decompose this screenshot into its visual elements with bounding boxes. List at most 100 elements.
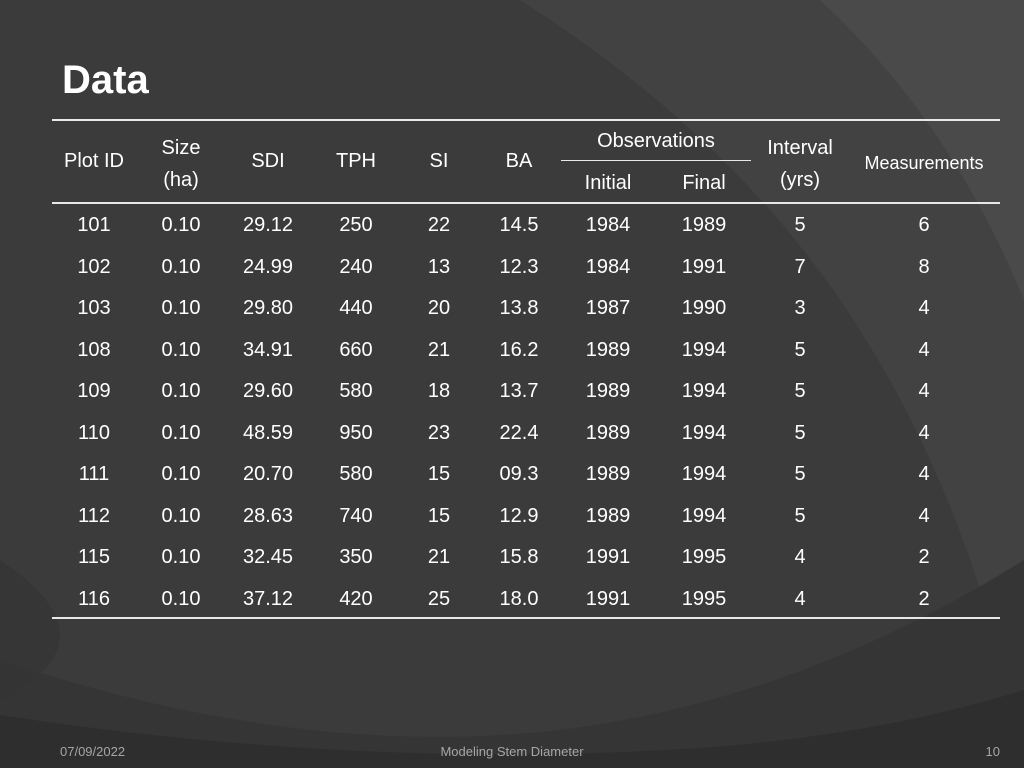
- cell-initial: 1989: [585, 421, 631, 444]
- cell-measurements: 8: [918, 255, 930, 278]
- cell-plot-id: 111: [78, 463, 110, 485]
- cell-ba: 09.3: [499, 463, 539, 485]
- cell-initial: 1989: [585, 504, 631, 527]
- cell-size: 0.10: [161, 338, 201, 361]
- cell-tph: 660: [339, 338, 373, 361]
- cell-tph: 740: [339, 504, 373, 527]
- footer-title: Modeling Stem Diameter: [440, 744, 584, 759]
- cell-ba: 16.2: [499, 338, 539, 361]
- cell-tph: 420: [339, 587, 373, 610]
- cell-measurements: 2: [918, 587, 930, 610]
- cell-final: 1989: [681, 214, 727, 236]
- cell-tph: 580: [339, 463, 373, 485]
- cell-ba: 12.3: [499, 255, 539, 278]
- cell-interval: 5: [794, 463, 806, 485]
- cell-interval: 4: [794, 546, 806, 568]
- header-tph: TPH: [336, 150, 376, 172]
- header-ba: BA: [505, 150, 533, 172]
- cell-size: 0.10: [161, 587, 201, 610]
- header-plot-id: Plot ID: [63, 150, 125, 172]
- cell-final: 1995: [681, 587, 727, 610]
- cell-final: 1994: [681, 463, 727, 485]
- cell-measurements: 4: [918, 463, 930, 485]
- cell-plot-id: 116: [78, 587, 110, 610]
- header-measurements: Measurements: [864, 153, 984, 173]
- cell-size: 0.10: [161, 297, 201, 319]
- cell-ba: 13.8: [499, 297, 539, 319]
- cell-sdi: 20.70: [242, 463, 294, 485]
- cell-initial: 1989: [585, 463, 631, 485]
- cell-size: 0.10: [161, 463, 201, 485]
- cell-initial: 1989: [585, 380, 631, 402]
- cell-interval: 5: [794, 338, 806, 361]
- cell-size: 0.10: [161, 546, 201, 568]
- cell-si: 18: [427, 380, 451, 402]
- header-interval-unit: (yrs): [780, 169, 820, 191]
- cell-plot-id: 102: [77, 255, 111, 278]
- cell-measurements: 4: [918, 380, 930, 402]
- header-sdi: SDI: [251, 150, 285, 172]
- cell-final: 1995: [681, 546, 727, 568]
- footer-page-number: 10: [985, 744, 1000, 759]
- cell-interval: 5: [794, 421, 806, 444]
- cell-final: 1994: [681, 338, 727, 361]
- header-size: Size: [161, 137, 201, 159]
- cell-sdi: 29.80: [242, 297, 294, 319]
- cell-sdi: 28.63: [242, 504, 294, 527]
- cell-size: 0.10: [161, 255, 201, 278]
- cell-si: 21: [427, 546, 451, 568]
- cell-sdi: 34.91: [242, 338, 294, 361]
- cell-initial: 1984: [585, 255, 631, 278]
- cell-tph: 240: [339, 255, 373, 278]
- cell-tph: 250: [339, 214, 373, 236]
- header-si: SI: [429, 150, 449, 172]
- cell-ba: 22.4: [499, 421, 539, 444]
- cell-final: 1994: [681, 421, 727, 444]
- cell-tph: 580: [339, 380, 373, 402]
- cell-si: 20: [427, 297, 451, 319]
- cell-final: 1991: [681, 255, 727, 278]
- cell-plot-id: 108: [77, 338, 111, 361]
- cell-ba: 12.9: [499, 504, 539, 527]
- cell-si: 23: [427, 421, 451, 444]
- cell-measurements: 4: [918, 421, 930, 444]
- cell-ba: 18.0: [499, 587, 539, 610]
- header-size-unit: (ha): [163, 169, 199, 191]
- cell-initial: 1984: [585, 214, 631, 236]
- cell-plot-id: 101: [77, 214, 111, 236]
- cell-plot-id: 115: [78, 546, 110, 568]
- observations-group-rule: [561, 160, 751, 161]
- cell-plot-id: 110: [78, 421, 110, 444]
- cell-size: 0.10: [161, 421, 201, 444]
- cell-size: 0.10: [161, 380, 201, 402]
- header-interval: Interval: [767, 137, 833, 159]
- cell-sdi: 32.45: [242, 546, 294, 568]
- cell-size: 0.10: [161, 504, 201, 527]
- cell-measurements: 2: [918, 546, 930, 568]
- header-final: Final: [682, 172, 726, 194]
- cell-plot-id: 109: [77, 380, 111, 402]
- cell-tph: 950: [339, 421, 373, 444]
- cell-si: 22: [427, 214, 451, 236]
- cell-initial: 1991: [585, 546, 631, 568]
- cell-ba: 15.8: [499, 546, 539, 568]
- cell-interval: 7: [794, 255, 806, 278]
- header-initial: Initial: [584, 172, 632, 194]
- cell-si: 15: [427, 504, 451, 527]
- cell-sdi: 37.12: [242, 587, 294, 610]
- cell-final: 1994: [681, 380, 727, 402]
- cell-si: 13: [427, 255, 451, 278]
- cell-si: 15: [427, 463, 451, 485]
- cell-si: 21: [427, 338, 451, 361]
- cell-measurements: 4: [918, 504, 930, 527]
- cell-tph: 440: [339, 297, 373, 319]
- cell-sdi: 29.12: [242, 214, 294, 236]
- cell-final: 1994: [681, 504, 727, 527]
- cell-ba: 13.7: [499, 380, 539, 402]
- cell-interval: 5: [794, 380, 806, 402]
- cell-interval: 5: [794, 214, 806, 236]
- cell-measurements: 4: [918, 338, 930, 361]
- slide-title: Data: [62, 58, 149, 102]
- cell-final: 1990: [681, 297, 727, 319]
